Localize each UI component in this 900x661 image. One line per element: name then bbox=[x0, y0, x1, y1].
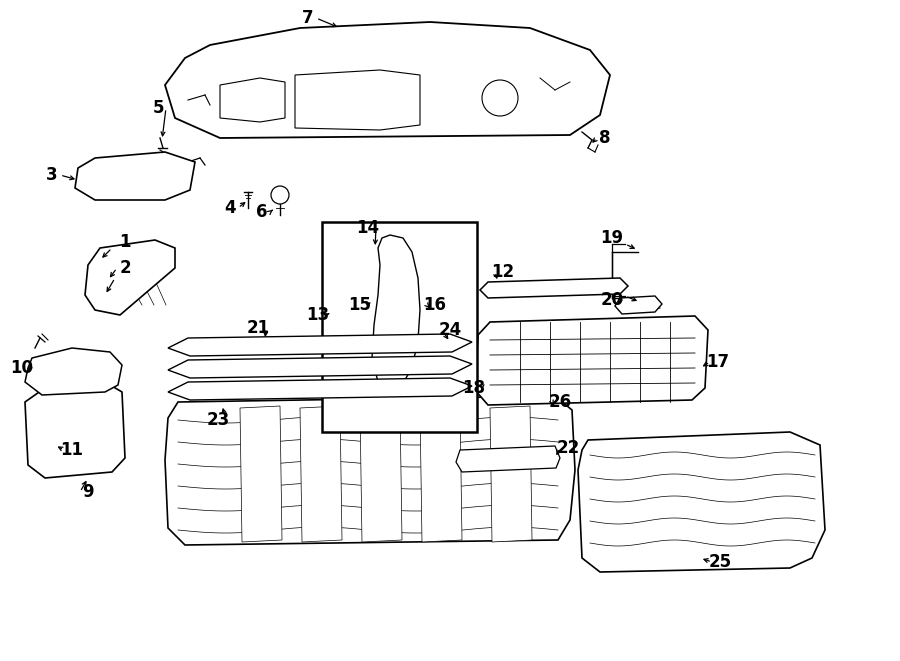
Text: 17: 17 bbox=[706, 353, 730, 371]
Polygon shape bbox=[165, 22, 610, 138]
Text: 7: 7 bbox=[302, 9, 314, 27]
Text: 18: 18 bbox=[463, 379, 485, 397]
Polygon shape bbox=[25, 382, 125, 478]
Text: 23: 23 bbox=[206, 411, 230, 429]
Text: 8: 8 bbox=[599, 129, 611, 147]
Text: 13: 13 bbox=[306, 306, 329, 324]
Polygon shape bbox=[420, 406, 462, 542]
Text: 20: 20 bbox=[600, 291, 624, 309]
Text: 25: 25 bbox=[708, 553, 732, 571]
Text: 16: 16 bbox=[424, 296, 446, 314]
Text: 2: 2 bbox=[119, 259, 130, 277]
Text: 9: 9 bbox=[82, 483, 94, 501]
Text: 21: 21 bbox=[247, 319, 270, 337]
Polygon shape bbox=[300, 406, 342, 542]
Text: 11: 11 bbox=[60, 441, 84, 459]
Polygon shape bbox=[372, 235, 420, 390]
Polygon shape bbox=[220, 78, 285, 122]
Polygon shape bbox=[615, 296, 662, 314]
Polygon shape bbox=[165, 396, 575, 545]
Text: 4: 4 bbox=[224, 199, 236, 217]
Polygon shape bbox=[475, 316, 708, 405]
Polygon shape bbox=[360, 406, 402, 542]
Text: 14: 14 bbox=[356, 219, 380, 237]
Polygon shape bbox=[490, 406, 532, 542]
Polygon shape bbox=[168, 378, 472, 400]
Polygon shape bbox=[480, 278, 628, 298]
Text: 22: 22 bbox=[556, 439, 580, 457]
Polygon shape bbox=[578, 432, 825, 572]
Text: 6: 6 bbox=[256, 203, 268, 221]
Text: 26: 26 bbox=[548, 393, 572, 411]
Polygon shape bbox=[295, 70, 420, 130]
Polygon shape bbox=[456, 446, 560, 472]
Polygon shape bbox=[240, 406, 282, 542]
Polygon shape bbox=[25, 348, 122, 395]
Polygon shape bbox=[85, 240, 175, 315]
Polygon shape bbox=[168, 356, 472, 378]
Text: 3: 3 bbox=[46, 166, 58, 184]
Text: 5: 5 bbox=[152, 99, 164, 117]
Bar bbox=[322, 222, 477, 432]
Text: 12: 12 bbox=[491, 263, 515, 281]
Text: 15: 15 bbox=[348, 296, 372, 314]
Polygon shape bbox=[75, 152, 195, 200]
Text: 24: 24 bbox=[438, 321, 462, 339]
Text: 1: 1 bbox=[119, 233, 130, 251]
Polygon shape bbox=[168, 334, 472, 356]
Text: 10: 10 bbox=[11, 359, 33, 377]
Text: 19: 19 bbox=[600, 229, 624, 247]
